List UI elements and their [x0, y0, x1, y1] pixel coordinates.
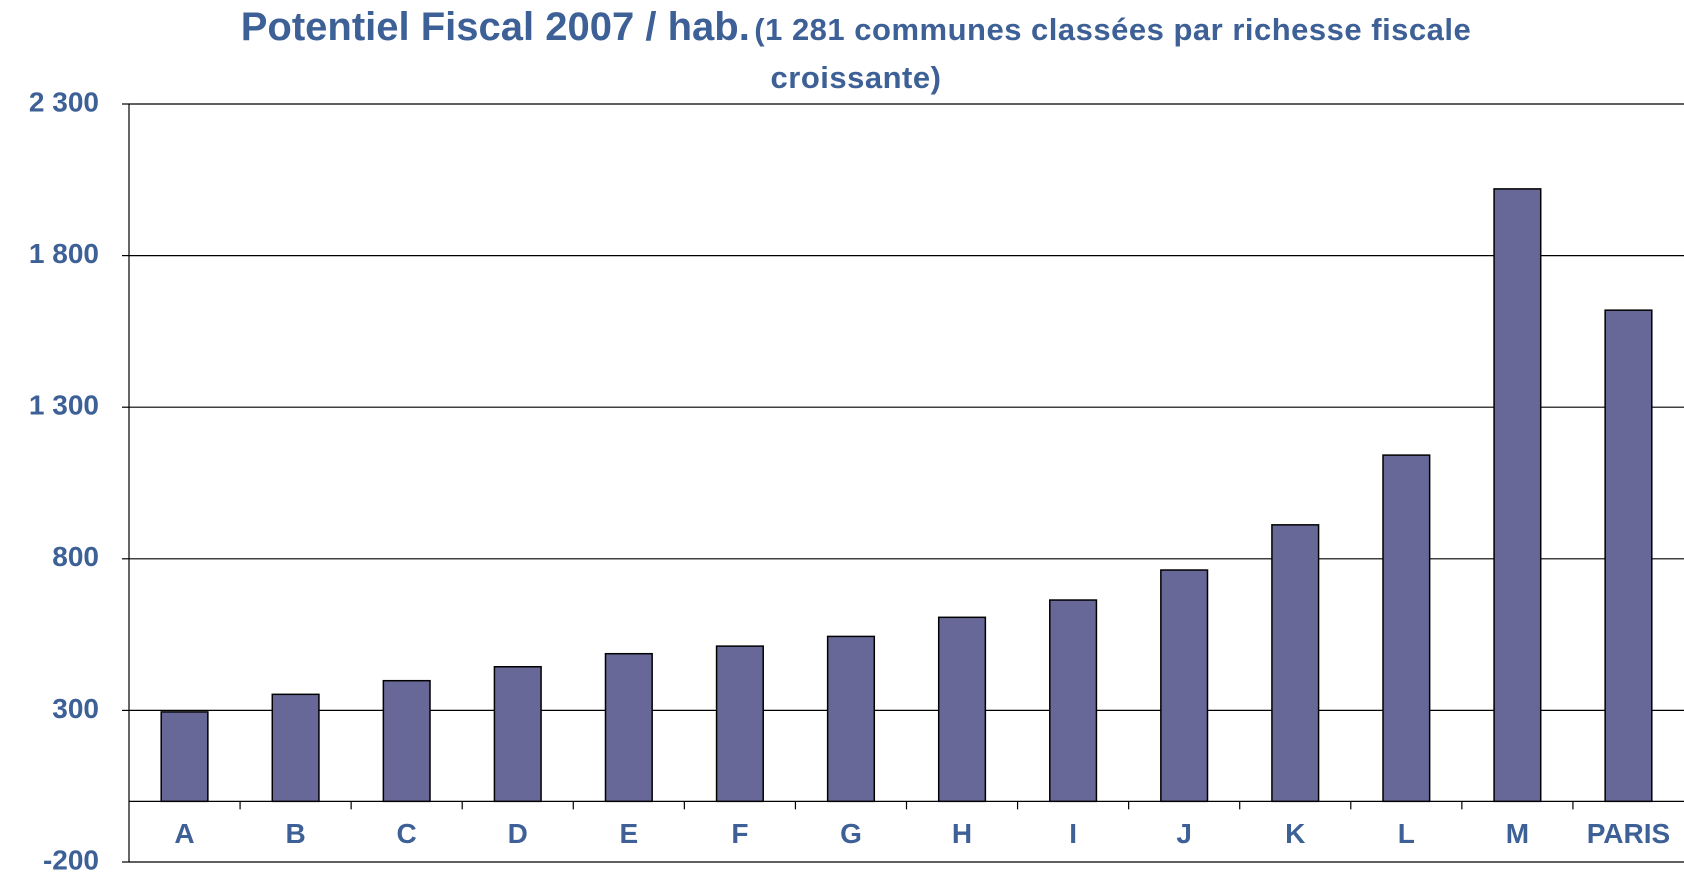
bar — [1049, 599, 1098, 803]
y-tick-label: 1 800 — [29, 238, 99, 269]
x-tick-label: C — [397, 818, 417, 849]
y-tick-label: 1 300 — [29, 390, 99, 421]
bar — [604, 652, 653, 803]
bar — [1382, 454, 1431, 803]
chart-title: Potentiel Fiscal 2007 / hab. — [240, 5, 750, 49]
bar — [937, 616, 987, 803]
y-tick-label: 2 300 — [29, 86, 99, 117]
x-tick-label: D — [508, 818, 528, 849]
x-tick-label: L — [1398, 818, 1415, 849]
bar — [160, 711, 209, 803]
x-tick-label: E — [619, 818, 638, 849]
x-tick-label: J — [1176, 818, 1192, 849]
x-tick-label: A — [174, 818, 194, 849]
bar — [382, 679, 431, 803]
x-tick-label: I — [1069, 818, 1077, 849]
bar — [1604, 309, 1653, 803]
x-tick-label: K — [1285, 818, 1305, 849]
bar — [1160, 569, 1209, 803]
x-tick-label: H — [952, 818, 972, 849]
x-tick-label: G — [840, 818, 862, 849]
y-tick-label: 300 — [52, 693, 99, 724]
bar — [493, 665, 542, 803]
x-tick-label: M — [1506, 818, 1529, 849]
bar — [826, 635, 876, 803]
bar — [1493, 188, 1542, 803]
x-tick-label: B — [285, 818, 305, 849]
bar — [715, 645, 764, 803]
y-tick-label: -200 — [43, 844, 99, 873]
x-tick-label: F — [731, 818, 748, 849]
chart-subtitle: (1 281 communes classées par richesse fi… — [754, 12, 1472, 95]
bar — [1271, 524, 1320, 803]
chart-header: Potentiel Fiscal 2007 / hab. (1 281 comm… — [176, 6, 1536, 105]
x-tick-label: PARIS — [1587, 818, 1671, 849]
bar — [271, 693, 320, 803]
y-tick-label: 800 — [52, 541, 99, 572]
